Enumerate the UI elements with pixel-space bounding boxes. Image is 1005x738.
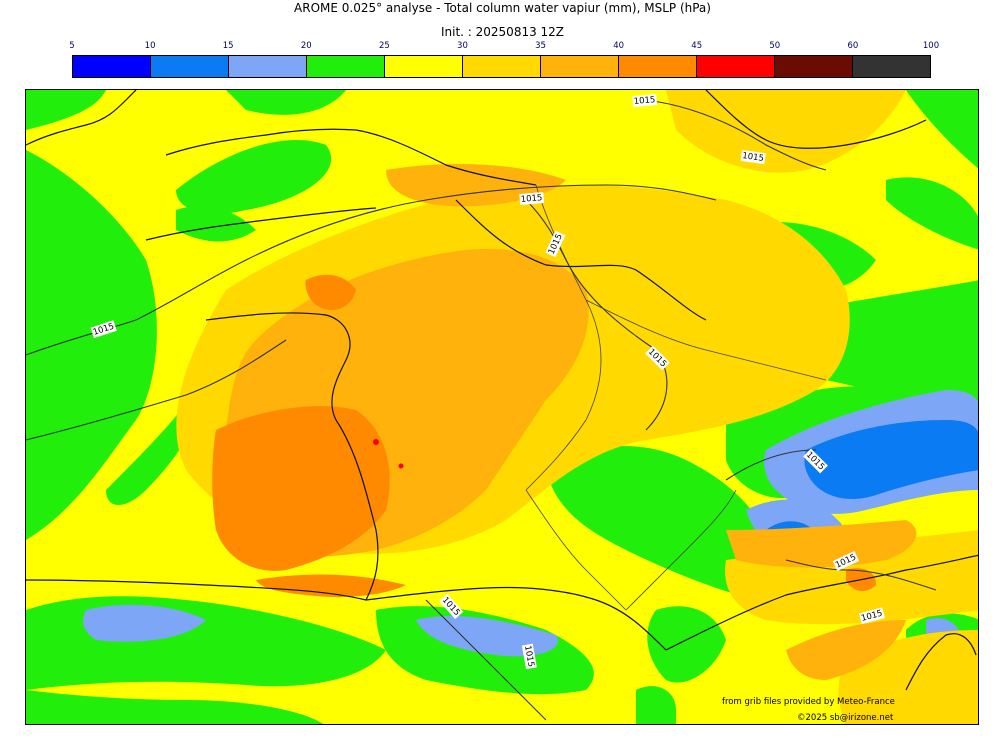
colorbar-tick-label: 60: [847, 41, 859, 51]
colorbar-tick-label: 15: [222, 41, 234, 51]
isobar-label-10: 1015: [522, 645, 536, 668]
colorbar-swatch: [151, 56, 229, 77]
colorbar-swatch: [307, 56, 385, 77]
field-40-45: [212, 274, 876, 597]
colorbar-swatch: [697, 56, 775, 77]
init-time: Init. : 20250813 12Z: [440, 25, 565, 39]
isobar-label-2: 1015: [742, 151, 765, 164]
colorbar-tick-label: 50: [769, 41, 781, 51]
colorbar-tick-label: 30: [457, 41, 468, 51]
coastlines: [26, 90, 978, 691]
colorbar-tick-label: 40: [613, 41, 625, 51]
map-panel[interactable]: 1015 1015 1015 1015 1015 1015 1015 1015 …: [25, 89, 979, 725]
isobar-label-1: 1015: [633, 95, 655, 107]
water-vapour-map: 1015 1015 1015 1015 1015 1015 1015 1015 …: [26, 90, 978, 724]
data-source-credit: from grib files provided by Meteo-France: [722, 697, 895, 707]
colorbar: [72, 55, 931, 78]
colorbar-swatch: [229, 56, 307, 77]
colorbar-tick-labels: 5 10 15 20 25 30 35 40 45 50 60 100: [0, 41, 1005, 53]
colorbar-tick-label: 45: [691, 41, 703, 51]
colorbar-swatch: [853, 56, 930, 77]
colorbar-tick-label: 20: [300, 41, 312, 51]
copyright-credit: ©2025 sb@irizone.net: [797, 713, 894, 723]
colorbar-swatch: [385, 56, 463, 77]
isobar-labels: 1015 1015 1015 1015 1015 1015 1015 1015 …: [90, 94, 885, 670]
field-45-50: [373, 439, 404, 469]
colorbar-swatch: [775, 56, 853, 77]
colorbar-tick-label: 35: [535, 41, 546, 51]
map-title: AROME 0.025° analyse - Total column wate…: [294, 1, 711, 15]
isobar-label-3: 1015: [520, 193, 542, 205]
colorbar-swatch: [73, 56, 151, 77]
colorbar-swatch: [463, 56, 541, 77]
colorbar-swatch: [619, 56, 697, 77]
colorbar-tick-label: 100: [922, 41, 940, 51]
colorbar-tick-label: 5: [69, 41, 75, 51]
colorbar-swatch: [541, 56, 619, 77]
colorbar-tick-label: 25: [378, 41, 390, 51]
colorbar-tick-label: 10: [144, 41, 156, 51]
isobar-lines: [26, 99, 937, 721]
